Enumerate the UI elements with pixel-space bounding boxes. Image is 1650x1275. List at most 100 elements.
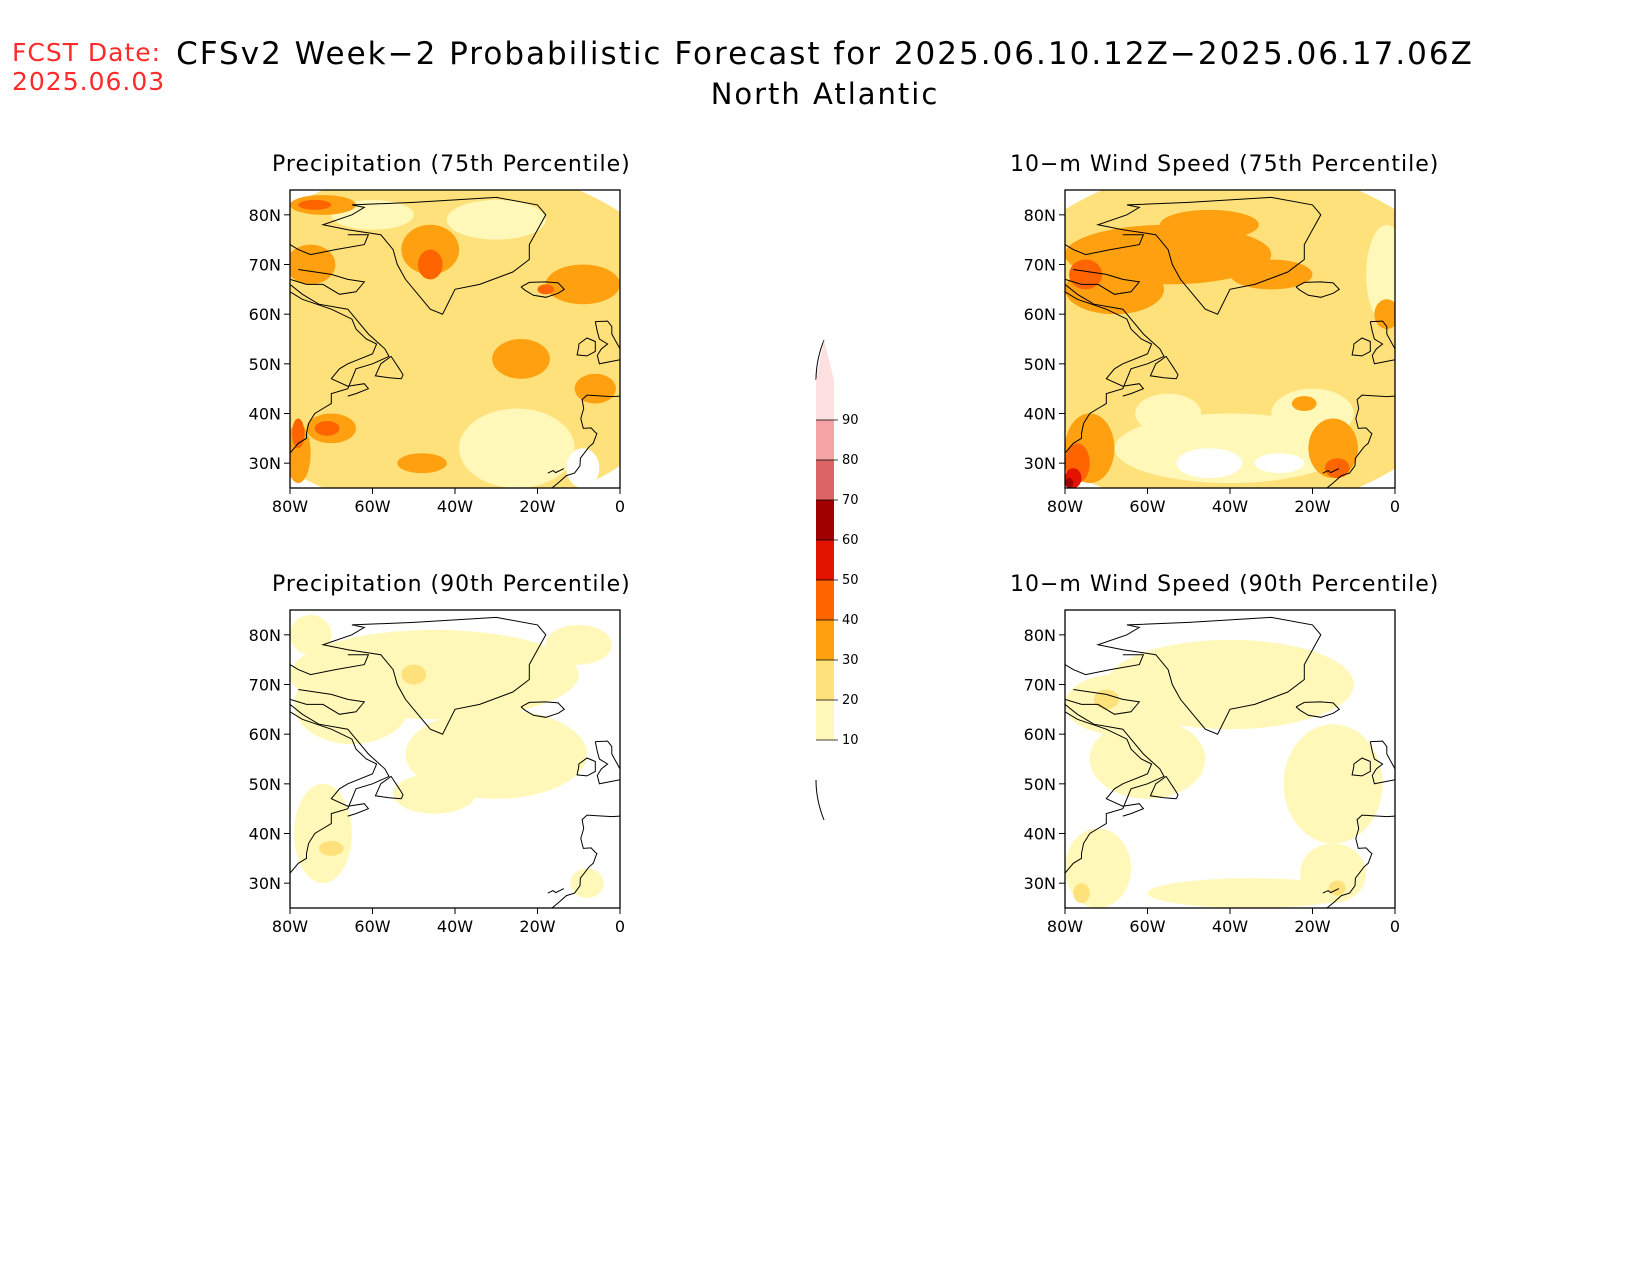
lat-tick-label: 80N bbox=[1024, 626, 1056, 645]
coastline bbox=[290, 269, 366, 295]
lat-tick-label: 30N bbox=[249, 874, 281, 893]
coastline bbox=[1326, 394, 1395, 488]
lat-tick-label: 30N bbox=[249, 454, 281, 473]
shaded-probability-region bbox=[1089, 719, 1206, 799]
shaded-probability-region bbox=[1324, 458, 1350, 479]
shaded-probability-region bbox=[298, 199, 332, 210]
shaded-probability-region bbox=[1291, 396, 1317, 412]
lon-tick-label: 60W bbox=[1129, 497, 1165, 516]
shaded-probability-region bbox=[401, 664, 427, 685]
coastline bbox=[1322, 888, 1340, 894]
lat-tick-label: 60N bbox=[249, 305, 281, 324]
panel-title-precip-75: Precipitation (75th Percentile) bbox=[272, 152, 631, 177]
lat-tick-label: 80N bbox=[249, 206, 281, 225]
lon-tick-label: 60W bbox=[354, 917, 390, 936]
shaded-probability-region bbox=[545, 264, 620, 305]
coastline bbox=[1149, 775, 1179, 800]
coastline bbox=[290, 654, 370, 676]
coastline bbox=[1295, 701, 1341, 718]
coastline bbox=[547, 468, 565, 474]
lat-tick-label: 50N bbox=[249, 355, 281, 374]
shaded-probability-region bbox=[574, 373, 616, 404]
shaded-probability-region bbox=[1254, 453, 1305, 474]
colorbar-segment bbox=[816, 420, 834, 460]
colorbar-segment bbox=[816, 700, 834, 740]
shaded-probability-region bbox=[492, 339, 550, 379]
colorbar-label: 50 bbox=[842, 573, 859, 588]
coastline bbox=[1096, 616, 1322, 735]
panel-title-precip-90: Precipitation (90th Percentile) bbox=[272, 572, 631, 597]
colorbar-label: 90 bbox=[842, 413, 859, 428]
coastline bbox=[374, 775, 404, 800]
colorbar-segment bbox=[816, 500, 834, 540]
shaded-probability-region bbox=[1073, 883, 1090, 904]
coastline bbox=[1369, 740, 1395, 785]
shaded-probability-region bbox=[318, 840, 344, 856]
shaded-probability-region bbox=[393, 773, 476, 814]
map-panel-precip-75: 80W 60W 40W 20W 0 80N 70N 60N 50N 40N 30N bbox=[249, 189, 625, 516]
coastline bbox=[290, 711, 378, 817]
shaded-probability-region bbox=[1069, 259, 1103, 290]
colorbar-segment bbox=[816, 540, 834, 580]
lat-tick-label: 50N bbox=[1024, 355, 1056, 374]
forecast-date-value: 2025.06.03 bbox=[12, 67, 166, 96]
shaded-probability-region bbox=[1093, 689, 1119, 710]
shaded-probability-region bbox=[446, 199, 546, 240]
coastline bbox=[1065, 234, 1145, 256]
shaded-probability-region bbox=[314, 420, 340, 436]
map-panel-wind-90: 80W 60W 40W 20W 0 80N 70N 60N 50N 40N 30N bbox=[1024, 609, 1400, 936]
shaded-probability-region bbox=[1283, 724, 1383, 844]
coastline bbox=[290, 284, 390, 454]
lat-tick-label: 60N bbox=[1024, 725, 1056, 744]
lat-tick-label: 30N bbox=[1024, 454, 1056, 473]
coastline bbox=[290, 291, 378, 397]
lon-tick-label: 80W bbox=[272, 917, 308, 936]
coastline bbox=[1065, 704, 1165, 874]
coastline bbox=[547, 888, 565, 894]
colorbar-segment bbox=[816, 740, 834, 780]
coastline bbox=[290, 234, 370, 256]
coastline bbox=[1065, 291, 1153, 397]
shaded-probability-region bbox=[294, 664, 410, 745]
lat-tick-label: 40N bbox=[1024, 825, 1056, 844]
lon-tick-label: 0 bbox=[1390, 497, 1400, 516]
figure-title-block: CFSv2 Week−2 Probabilistic Forecast for … bbox=[0, 34, 1650, 114]
coastline bbox=[551, 814, 620, 908]
lat-tick-label: 60N bbox=[1024, 305, 1056, 324]
panel-title-wind-90: 10−m Wind Speed (90th Percentile) bbox=[1010, 572, 1440, 597]
coastline bbox=[1065, 711, 1153, 817]
shaded-probability-region bbox=[459, 408, 575, 488]
lat-tick-label: 80N bbox=[1024, 206, 1056, 225]
coastline bbox=[520, 281, 566, 298]
shaded-probability-region bbox=[570, 868, 604, 899]
shaded-probability-region bbox=[1176, 448, 1243, 479]
colorbar-segment bbox=[816, 620, 834, 660]
shaded-probability-region bbox=[1300, 843, 1367, 904]
coastline bbox=[1351, 757, 1371, 777]
colorbar-bottom-cap bbox=[815, 779, 825, 821]
coastline bbox=[1351, 337, 1371, 357]
colorbar-label: 30 bbox=[842, 653, 859, 668]
shaded-probability-region bbox=[290, 614, 332, 655]
colorbar-label: 20 bbox=[842, 693, 859, 708]
coastline bbox=[321, 196, 547, 315]
lat-tick-label: 70N bbox=[1024, 256, 1056, 275]
coastline bbox=[594, 740, 620, 785]
lat-tick-label: 70N bbox=[1024, 676, 1056, 695]
shaded-probability-region bbox=[1366, 224, 1395, 325]
coastline bbox=[594, 320, 620, 365]
coastline bbox=[1322, 468, 1340, 474]
lon-tick-label: 40W bbox=[437, 497, 473, 516]
map-panel-precip-90: 80W 60W 40W 20W 0 80N 70N 60N 50N 40N 30N bbox=[249, 609, 625, 936]
colorbar-top-cap bbox=[815, 339, 825, 381]
lon-tick-label: 80W bbox=[1047, 917, 1083, 936]
shaded-probability-region bbox=[397, 453, 447, 474]
lon-tick-label: 80W bbox=[272, 497, 308, 516]
coastline bbox=[576, 757, 596, 777]
lon-tick-label: 40W bbox=[1212, 917, 1248, 936]
coastline bbox=[1369, 320, 1395, 365]
lon-tick-label: 80W bbox=[1047, 497, 1083, 516]
shaded-probability-region bbox=[566, 448, 600, 488]
coastline bbox=[1149, 355, 1179, 380]
shaded-probability-region bbox=[1159, 209, 1259, 240]
